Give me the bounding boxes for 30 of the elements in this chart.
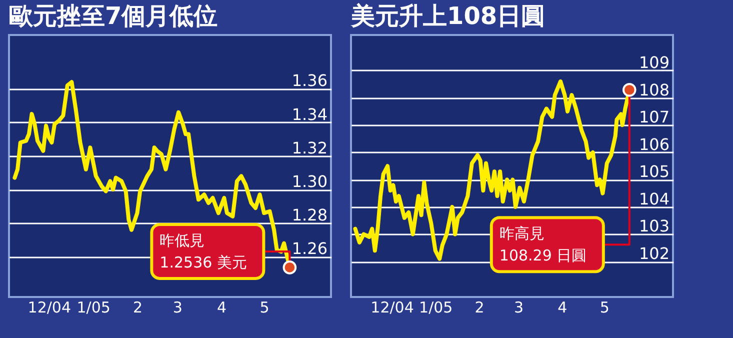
y-tick-label: 103 bbox=[638, 216, 670, 236]
y-tick-label: 102 bbox=[638, 244, 670, 264]
y-tick-label: 109 bbox=[638, 52, 670, 72]
x-tick-label: 4 bbox=[217, 298, 227, 316]
x-tick-label: 3 bbox=[514, 298, 524, 316]
x-tick-label: 1/05 bbox=[419, 298, 453, 316]
x-tick-label: 4 bbox=[558, 298, 568, 316]
x-tick-label: 5 bbox=[600, 298, 610, 316]
chart-title: 歐元挫至7個月低位 bbox=[9, 2, 218, 30]
x-tick-label: 2 bbox=[474, 298, 484, 316]
x-tick-label: 5 bbox=[260, 298, 270, 316]
x-tick-label: 1/05 bbox=[76, 298, 110, 316]
annotation: 昨低見 1.2536 美元 bbox=[160, 231, 247, 272]
y-tick-label: 105 bbox=[638, 162, 670, 182]
chart-title: 美元升上108日圓 bbox=[350, 2, 546, 30]
x-tick-label: 2 bbox=[132, 298, 143, 316]
x-tick-label: 12/04 bbox=[370, 298, 414, 316]
y-tick-label: 1.26 bbox=[292, 239, 328, 258]
x-tick-label: 12/04 bbox=[28, 298, 72, 316]
y-tick-label: 1.30 bbox=[292, 172, 328, 192]
y-tick-label: 107 bbox=[638, 108, 670, 127]
y-tick-label: 108 bbox=[638, 80, 670, 100]
x-tick-label: 3 bbox=[172, 298, 182, 316]
y-tick-label: 104 bbox=[638, 189, 670, 208]
y-tick-label: 1.36 bbox=[292, 71, 328, 90]
annotation: 昨高見 108.29 日圓 bbox=[499, 224, 587, 265]
y-tick-label: 1.34 bbox=[292, 104, 328, 124]
y-tick-label: 1.32 bbox=[292, 138, 328, 158]
y-tick-label: 106 bbox=[638, 134, 670, 154]
y-tick-label: 1.28 bbox=[292, 206, 328, 225]
